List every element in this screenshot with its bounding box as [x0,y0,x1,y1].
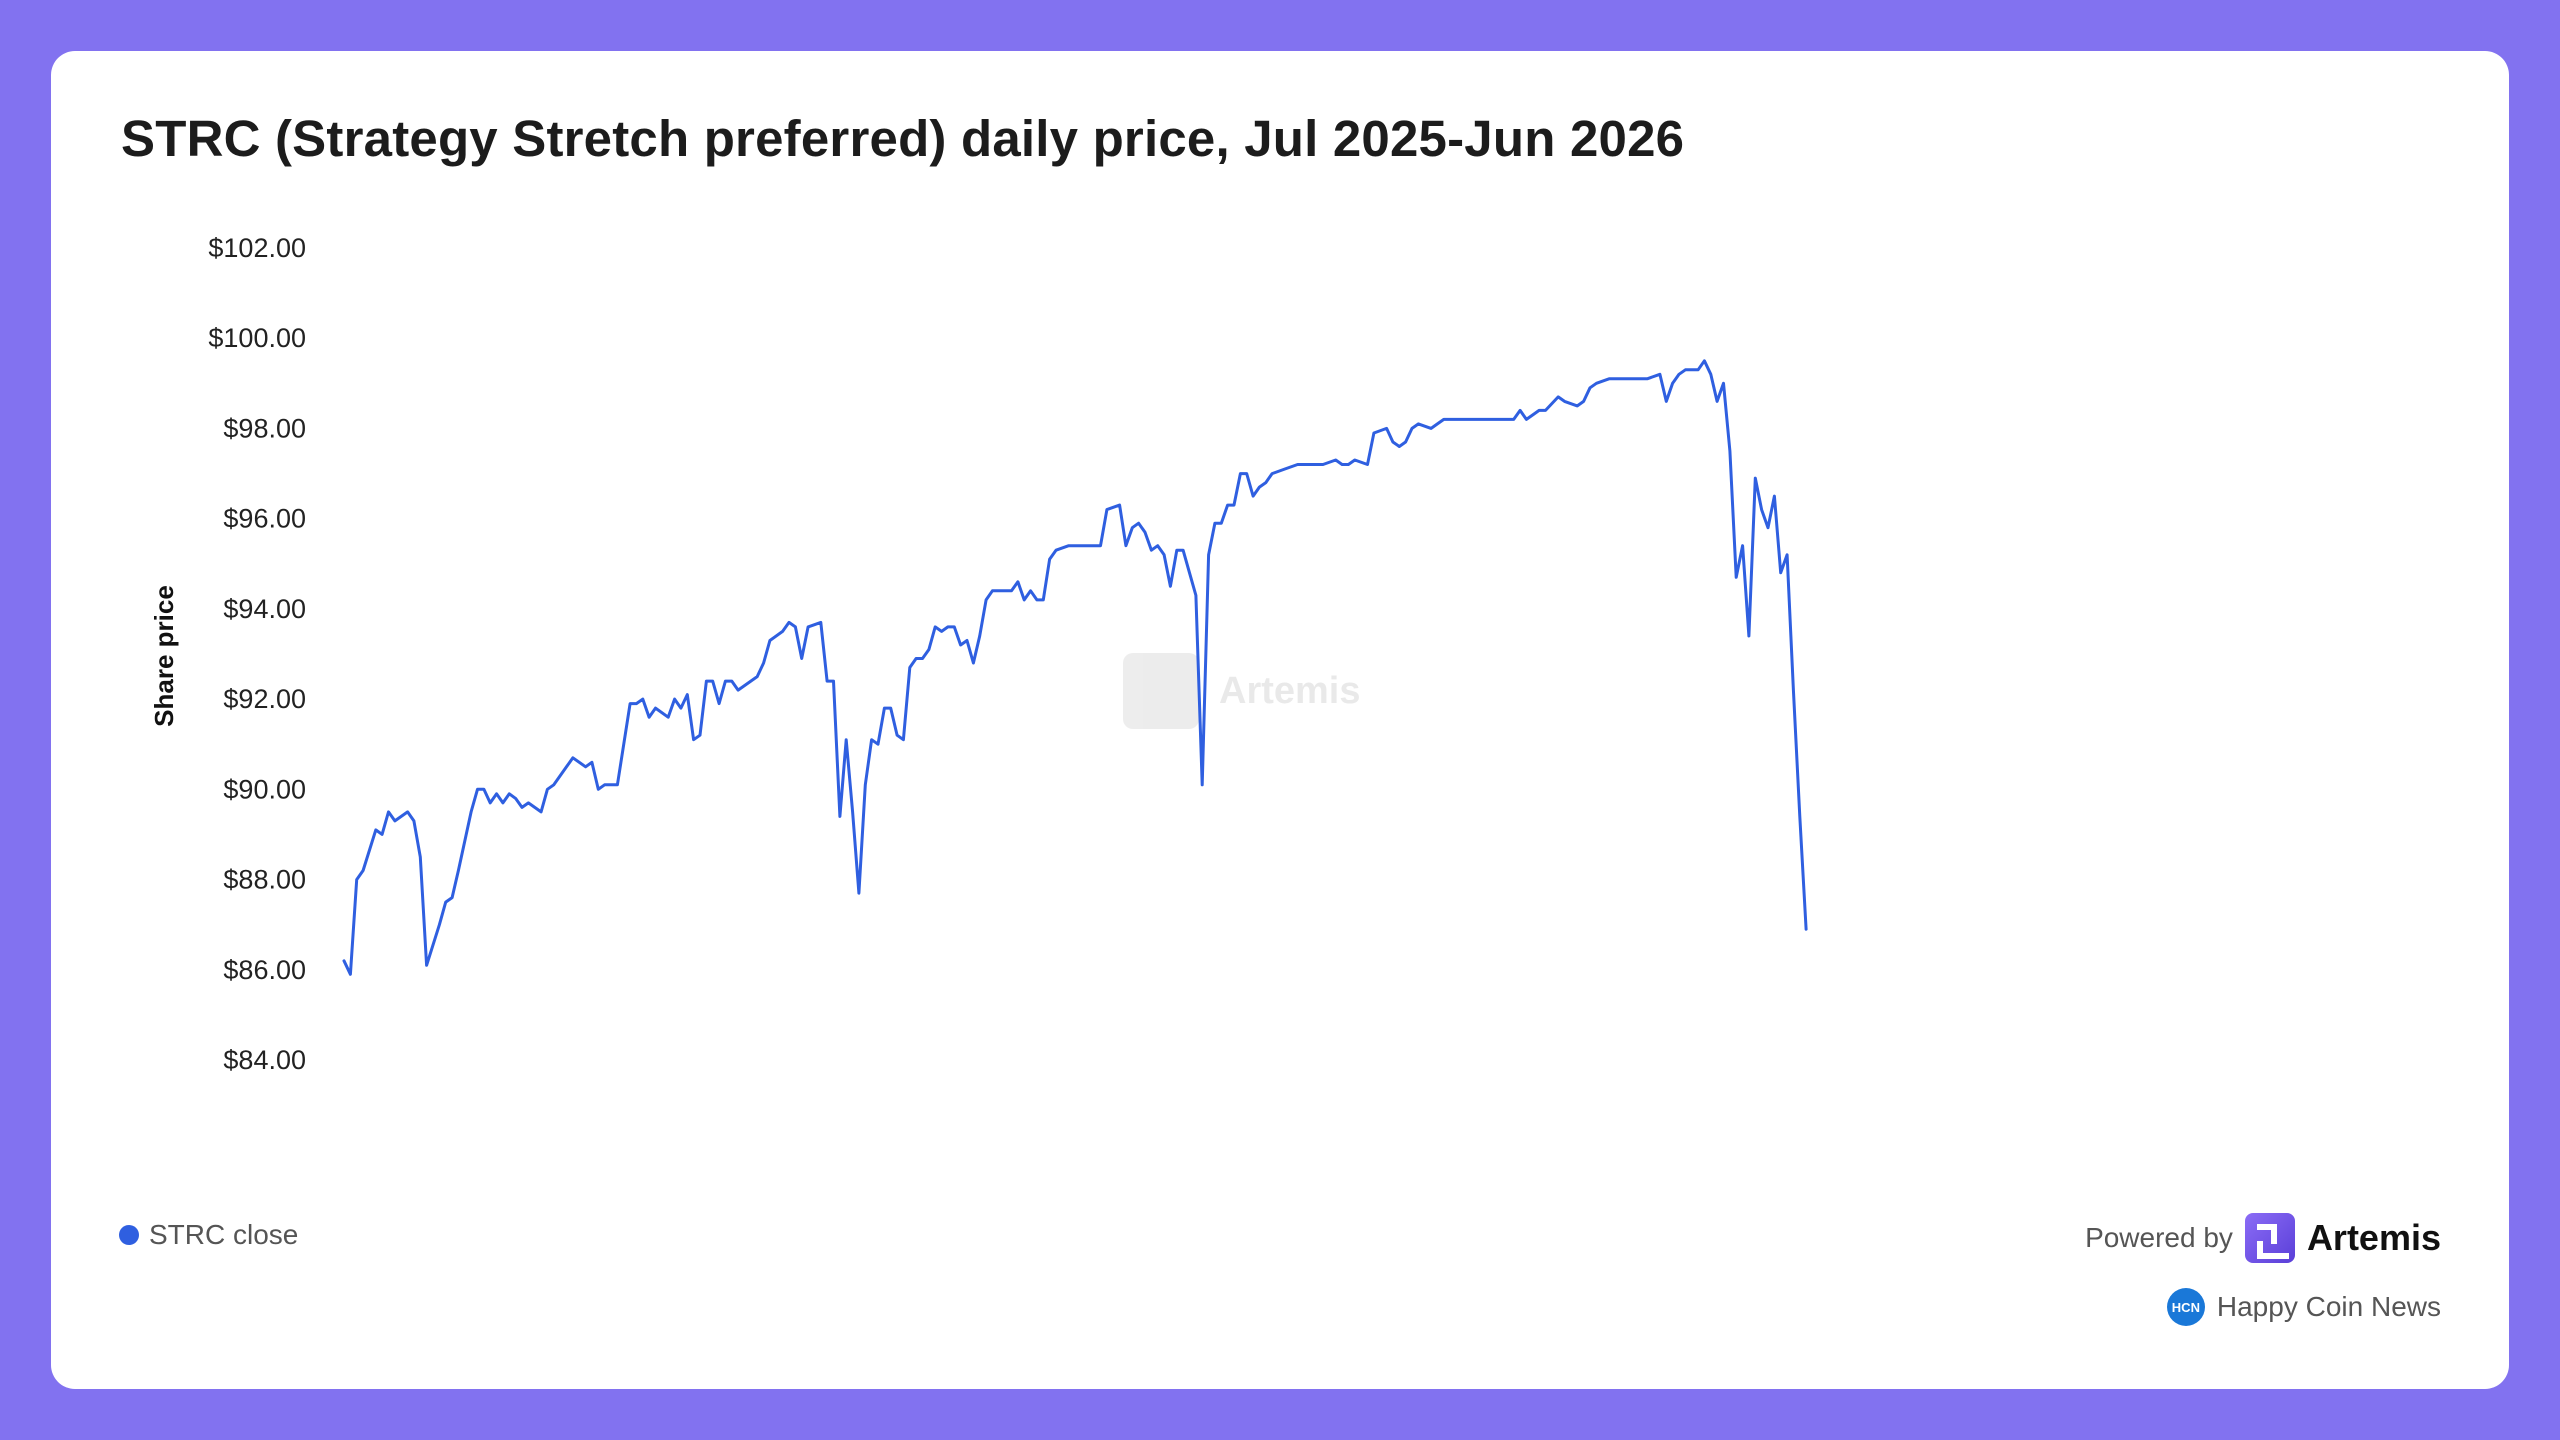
x-tick-label: 2026-01-15 [1343,1096,1481,1101]
artemis-brand-name: Artemis [2306,1217,2441,1258]
legend-dot-icon [119,1225,139,1245]
y-axis-label: Share price [149,585,179,727]
powered-by-label: Powered by [2085,1222,2233,1253]
artemis-logo-icon [2244,1213,2295,1263]
y-tick-label: $102.00 [208,233,306,263]
chart-card: STRC (Strategy Stretch preferred) daily … [51,51,2509,1389]
x-tick-label: 2026-03-12 [1699,1096,1837,1101]
chart-title: STRC (Strategy Stretch preferred) daily … [121,110,1685,167]
y-tick-label: $98.00 [223,413,306,443]
price-chart: $84.00 $86.00 $88.00 $90.00 $92.00 $94.00 $96.… [149,233,2371,1101]
y-tick-label: $92.00 [223,684,306,714]
y-tick-label: $86.00 [223,955,306,985]
hcn-logo-icon: HCN [2166,1288,2205,1326]
x-tick-label: 2025-12-18 [1165,1096,1303,1101]
y-tick-label: $88.00 [223,865,306,895]
y-tick-label: $100.00 [208,323,306,353]
y-axis: $84.00 $86.00 $88.00 $90.00 $92.00 $94.00 $96.… [208,233,306,1075]
x-tick-label: 2025-10-23 [809,1096,947,1101]
y-tick-label: $90.00 [223,774,306,804]
x-tick-label: 2026-02-12 [1521,1096,1659,1101]
x-tick-label: 2026-05-07 [2055,1096,2193,1101]
credit[interactable]: HCN Happy Coin News [2166,1288,2441,1326]
x-tick-label: 2025-09-25 [631,1096,769,1101]
legend[interactable]: STRC close [119,1219,298,1251]
series-line-strc-close [342,359,1808,976]
y-tick-label: $94.00 [223,594,306,624]
x-axis: 2025-07-31 2025-08-28 2025-09-25 2025-10-23… [275,1096,2371,1101]
x-tick-label: 2026-06-04 [2233,1096,2371,1101]
x-tick-label: 2025-08-28 [453,1096,591,1101]
y-tick-label: $96.00 [223,504,306,534]
x-tick-label: 2026-04-09 [1877,1096,2015,1101]
credit-label: Happy Coin News [2216,1291,2441,1322]
y-tick-label: $84.00 [223,1045,306,1075]
artemis-watermark-text: Artemis [1219,669,1361,712]
series-group [342,359,1808,976]
powered-by[interactable]: Powered by Artemis [2085,1213,2441,1263]
artemis-watermark: Artemis [1123,653,1361,729]
legend-label: STRC close [149,1219,299,1250]
x-tick-label: 2025-07-31 [275,1096,413,1101]
x-tick-label: 2025-11-20 [988,1096,1124,1101]
artemis-watermark-logo-icon [1123,653,1199,729]
